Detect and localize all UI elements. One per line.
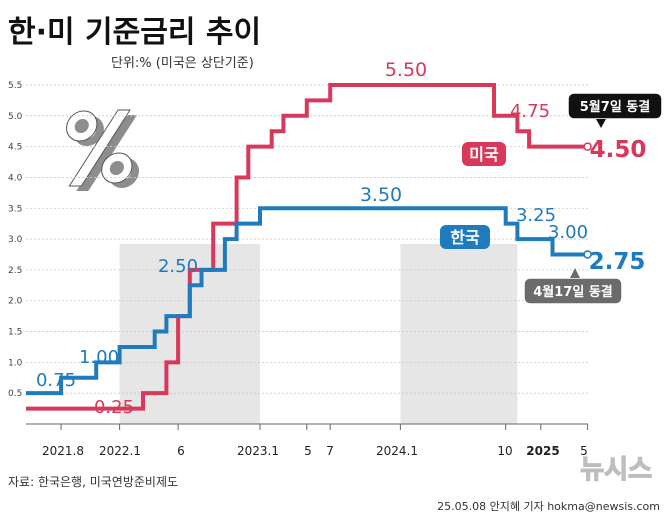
series-end-point-us xyxy=(583,142,592,151)
y-tick-label: 2.5 xyxy=(8,266,22,276)
y-tick-label: 5.5 xyxy=(8,81,22,91)
x-tick-label: 10 xyxy=(497,444,512,458)
legend-tag-korea: 한국 xyxy=(450,228,480,247)
source-note: 자료: 한국은행, 미국연방준비제도 xyxy=(8,474,178,489)
unit-note: 단위:% (미국은 상단기준) xyxy=(111,56,254,71)
y-tick-label: 1.0 xyxy=(8,358,23,368)
series-line-korea xyxy=(26,206,588,396)
y-tick-label: 3.0 xyxy=(8,235,23,245)
y-tick-label: 2.0 xyxy=(8,297,23,307)
legend-tag-us: 미국 xyxy=(469,145,499,164)
value-label-korea: 1.00 xyxy=(79,347,119,368)
callout-us: 5월7일 동결 xyxy=(580,99,650,115)
callout-korea-pointer xyxy=(570,268,580,278)
series-line-us xyxy=(26,82,588,411)
value-label-us: 4.75 xyxy=(510,101,550,122)
value-label-korea: 2.50 xyxy=(158,256,198,277)
value-label-us: 5.50 xyxy=(385,59,427,81)
y-tick-label: 0.5 xyxy=(8,389,22,399)
percent-icon xyxy=(66,109,139,191)
value-label-us: 0.25 xyxy=(94,397,134,418)
callout-korea: 4월17일 동결 xyxy=(533,284,613,300)
value-label-korea: 3.00 xyxy=(548,222,588,243)
legend-tag-korea-bg xyxy=(440,225,490,249)
credit-note: 25.05.08 안지혜 기자 hokma@newsis.com xyxy=(437,500,660,513)
x-tick-label: 2024.1 xyxy=(376,444,418,458)
x-tick-label: 5 xyxy=(304,444,312,458)
callout-us-bg xyxy=(567,92,663,120)
value-label-us: 4.50 xyxy=(590,137,647,163)
value-label-korea: 3.25 xyxy=(516,205,556,226)
value-label-korea: 2.75 xyxy=(589,249,646,275)
newsis-logo: 뉴시스 xyxy=(580,454,653,485)
chart-title: 한·미 기준금리 추이 xyxy=(8,15,261,50)
value-label-korea: 0.75 xyxy=(36,370,76,391)
y-tick-label: 1.5 xyxy=(8,328,22,338)
y-tick-label: 4.5 xyxy=(8,143,22,153)
x-tick-label: 2021.8 xyxy=(42,444,84,458)
x-tick-label: 2022.1 xyxy=(99,444,141,458)
x-tick-label: 5 xyxy=(580,444,588,458)
series-end-point-korea xyxy=(583,250,592,259)
y-tick-label: 5.0 xyxy=(8,112,23,122)
legend-tag-us-bg xyxy=(462,142,506,166)
callout-us-pointer xyxy=(596,119,606,128)
x-tick-label: 2025 xyxy=(526,444,559,458)
x-tick-label: 7 xyxy=(326,444,334,458)
x-tick-label: 2023.1 xyxy=(237,444,279,458)
x-tick-label: 6 xyxy=(177,444,185,458)
newsis-logo-text: 뉴시스 xyxy=(580,455,652,485)
y-tick-label: 4.0 xyxy=(8,173,23,183)
value-label-korea: 3.50 xyxy=(360,184,402,206)
shaded-band-2 xyxy=(400,244,518,424)
y-tick-label: 3.5 xyxy=(8,204,22,214)
